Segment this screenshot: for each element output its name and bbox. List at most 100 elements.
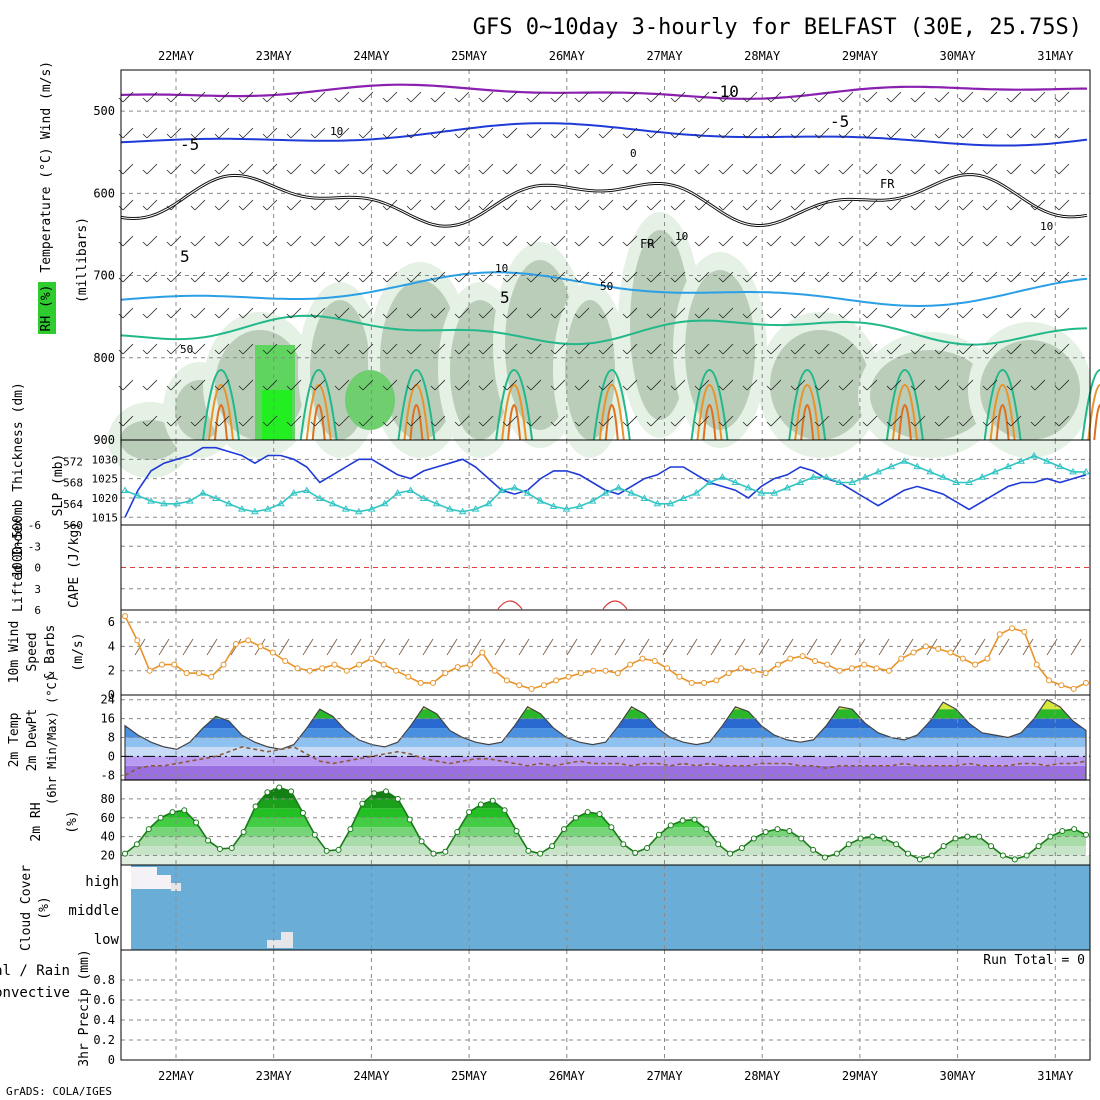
wind-speed-point: [836, 667, 843, 674]
wind-barb: [622, 349, 628, 355]
thickness-point: [458, 507, 467, 515]
rh-band: [125, 827, 1086, 837]
wind-barb: [1034, 415, 1046, 427]
wind-barb: [526, 313, 532, 319]
wind-barb: [886, 277, 892, 283]
wind-barb: [842, 127, 854, 139]
wind-barb: [286, 385, 292, 391]
contour-label: 50: [180, 343, 193, 356]
bottom-date-axis: 22MAY 23MAY 24MAY 25MAY 26MAY 27MAY 28MAY 29MAY…: [158, 1069, 1074, 1083]
wind-barb: [550, 385, 556, 391]
wind-barb: [862, 313, 868, 319]
wind-barb: [598, 421, 604, 427]
wind-barb: [1054, 205, 1060, 211]
rh-point: [335, 846, 342, 853]
wind-barb: [190, 241, 196, 247]
wind-barb: [410, 127, 422, 139]
wind-speed-point: [799, 653, 806, 660]
wind-barb: [886, 349, 892, 355]
wind-barb: [334, 205, 340, 211]
contour-label: -10: [710, 82, 739, 101]
contour-10: [202, 369, 240, 441]
surface-wind-barb: [182, 638, 194, 656]
surface-wind-barb: [1022, 638, 1034, 656]
wind-barb: [718, 349, 724, 355]
wind-barb: [646, 313, 652, 319]
wind-barb: [842, 415, 854, 427]
wind-barb: [1054, 97, 1060, 103]
wind-barb: [530, 307, 542, 319]
wind-barb: [502, 313, 508, 319]
thickness-point: [354, 507, 363, 515]
wind-barb: [458, 163, 470, 175]
thickness-point: [250, 507, 259, 515]
wind-barb: [358, 277, 364, 283]
wind-barb: [722, 91, 734, 103]
wind-barb: [1006, 349, 1012, 355]
wind-barb: [818, 235, 830, 247]
wind-barb: [626, 91, 638, 103]
wind-barb: [766, 241, 772, 247]
wind-barb: [122, 379, 134, 391]
wind-barb: [602, 379, 614, 391]
thickness-point: [289, 489, 298, 496]
wind-barb: [142, 133, 148, 139]
rh-band: [125, 808, 1086, 818]
wind-barb: [362, 163, 374, 175]
wind-barb: [190, 421, 196, 427]
thickness-point: [536, 497, 545, 504]
wind-barb: [434, 271, 446, 283]
wind-barb: [554, 307, 566, 319]
wind-barb: [262, 97, 268, 103]
wind-barb: [406, 349, 412, 355]
wind-barb: [646, 241, 652, 247]
wind-barb: [1030, 97, 1036, 103]
rh-point: [549, 843, 556, 850]
wind-barb: [866, 199, 878, 211]
wind-barb: [914, 379, 926, 391]
wind-barb: [266, 415, 278, 427]
wind-barb: [890, 415, 902, 427]
wind-speed-point: [811, 658, 818, 664]
wind-barb: [550, 169, 556, 175]
date-tick-top: 30MAY: [940, 49, 977, 63]
wind-barb: [842, 271, 854, 283]
wind-barb: [382, 97, 388, 103]
wind-barb: [602, 343, 614, 355]
rh-shade-mid: [380, 280, 460, 440]
wind-speed-point: [713, 677, 720, 684]
wind-barb: [982, 241, 988, 247]
wind-barb: [146, 127, 158, 139]
wind-barb: [482, 379, 494, 391]
wind-barb: [626, 235, 638, 247]
date-tick-top: 25MAY: [451, 49, 488, 63]
wind-barb: [362, 91, 374, 103]
wind-barb: [674, 343, 686, 355]
surface-wind-barb: [758, 638, 770, 656]
rh-point: [264, 789, 271, 796]
wind-barb: [482, 343, 494, 355]
wind-barb: [214, 313, 220, 319]
wind-barb: [530, 271, 542, 283]
wind-barb: [674, 415, 686, 427]
wind-barb: [362, 127, 374, 139]
wind-barb: [122, 307, 134, 319]
wind-barb: [838, 421, 844, 427]
wind-barb: [890, 343, 902, 355]
rh-point: [738, 845, 745, 851]
wind-barb: [434, 91, 446, 103]
wind-barb: [890, 127, 902, 139]
wind-barb: [862, 205, 868, 211]
wind-speed-point: [885, 667, 892, 674]
wind-barb: [286, 169, 292, 175]
wind-barb: [746, 343, 758, 355]
wind-speed-point: [171, 661, 178, 668]
wind-barb: [526, 421, 532, 427]
wind-barb: [650, 127, 662, 139]
wind-barb: [622, 277, 628, 283]
temp-tick: -8: [101, 768, 115, 782]
wind-barb: [938, 271, 950, 283]
wind-speed-point: [873, 665, 880, 672]
date-tick-bottom: 28MAY: [744, 1069, 781, 1083]
thickness-point: [848, 478, 857, 485]
